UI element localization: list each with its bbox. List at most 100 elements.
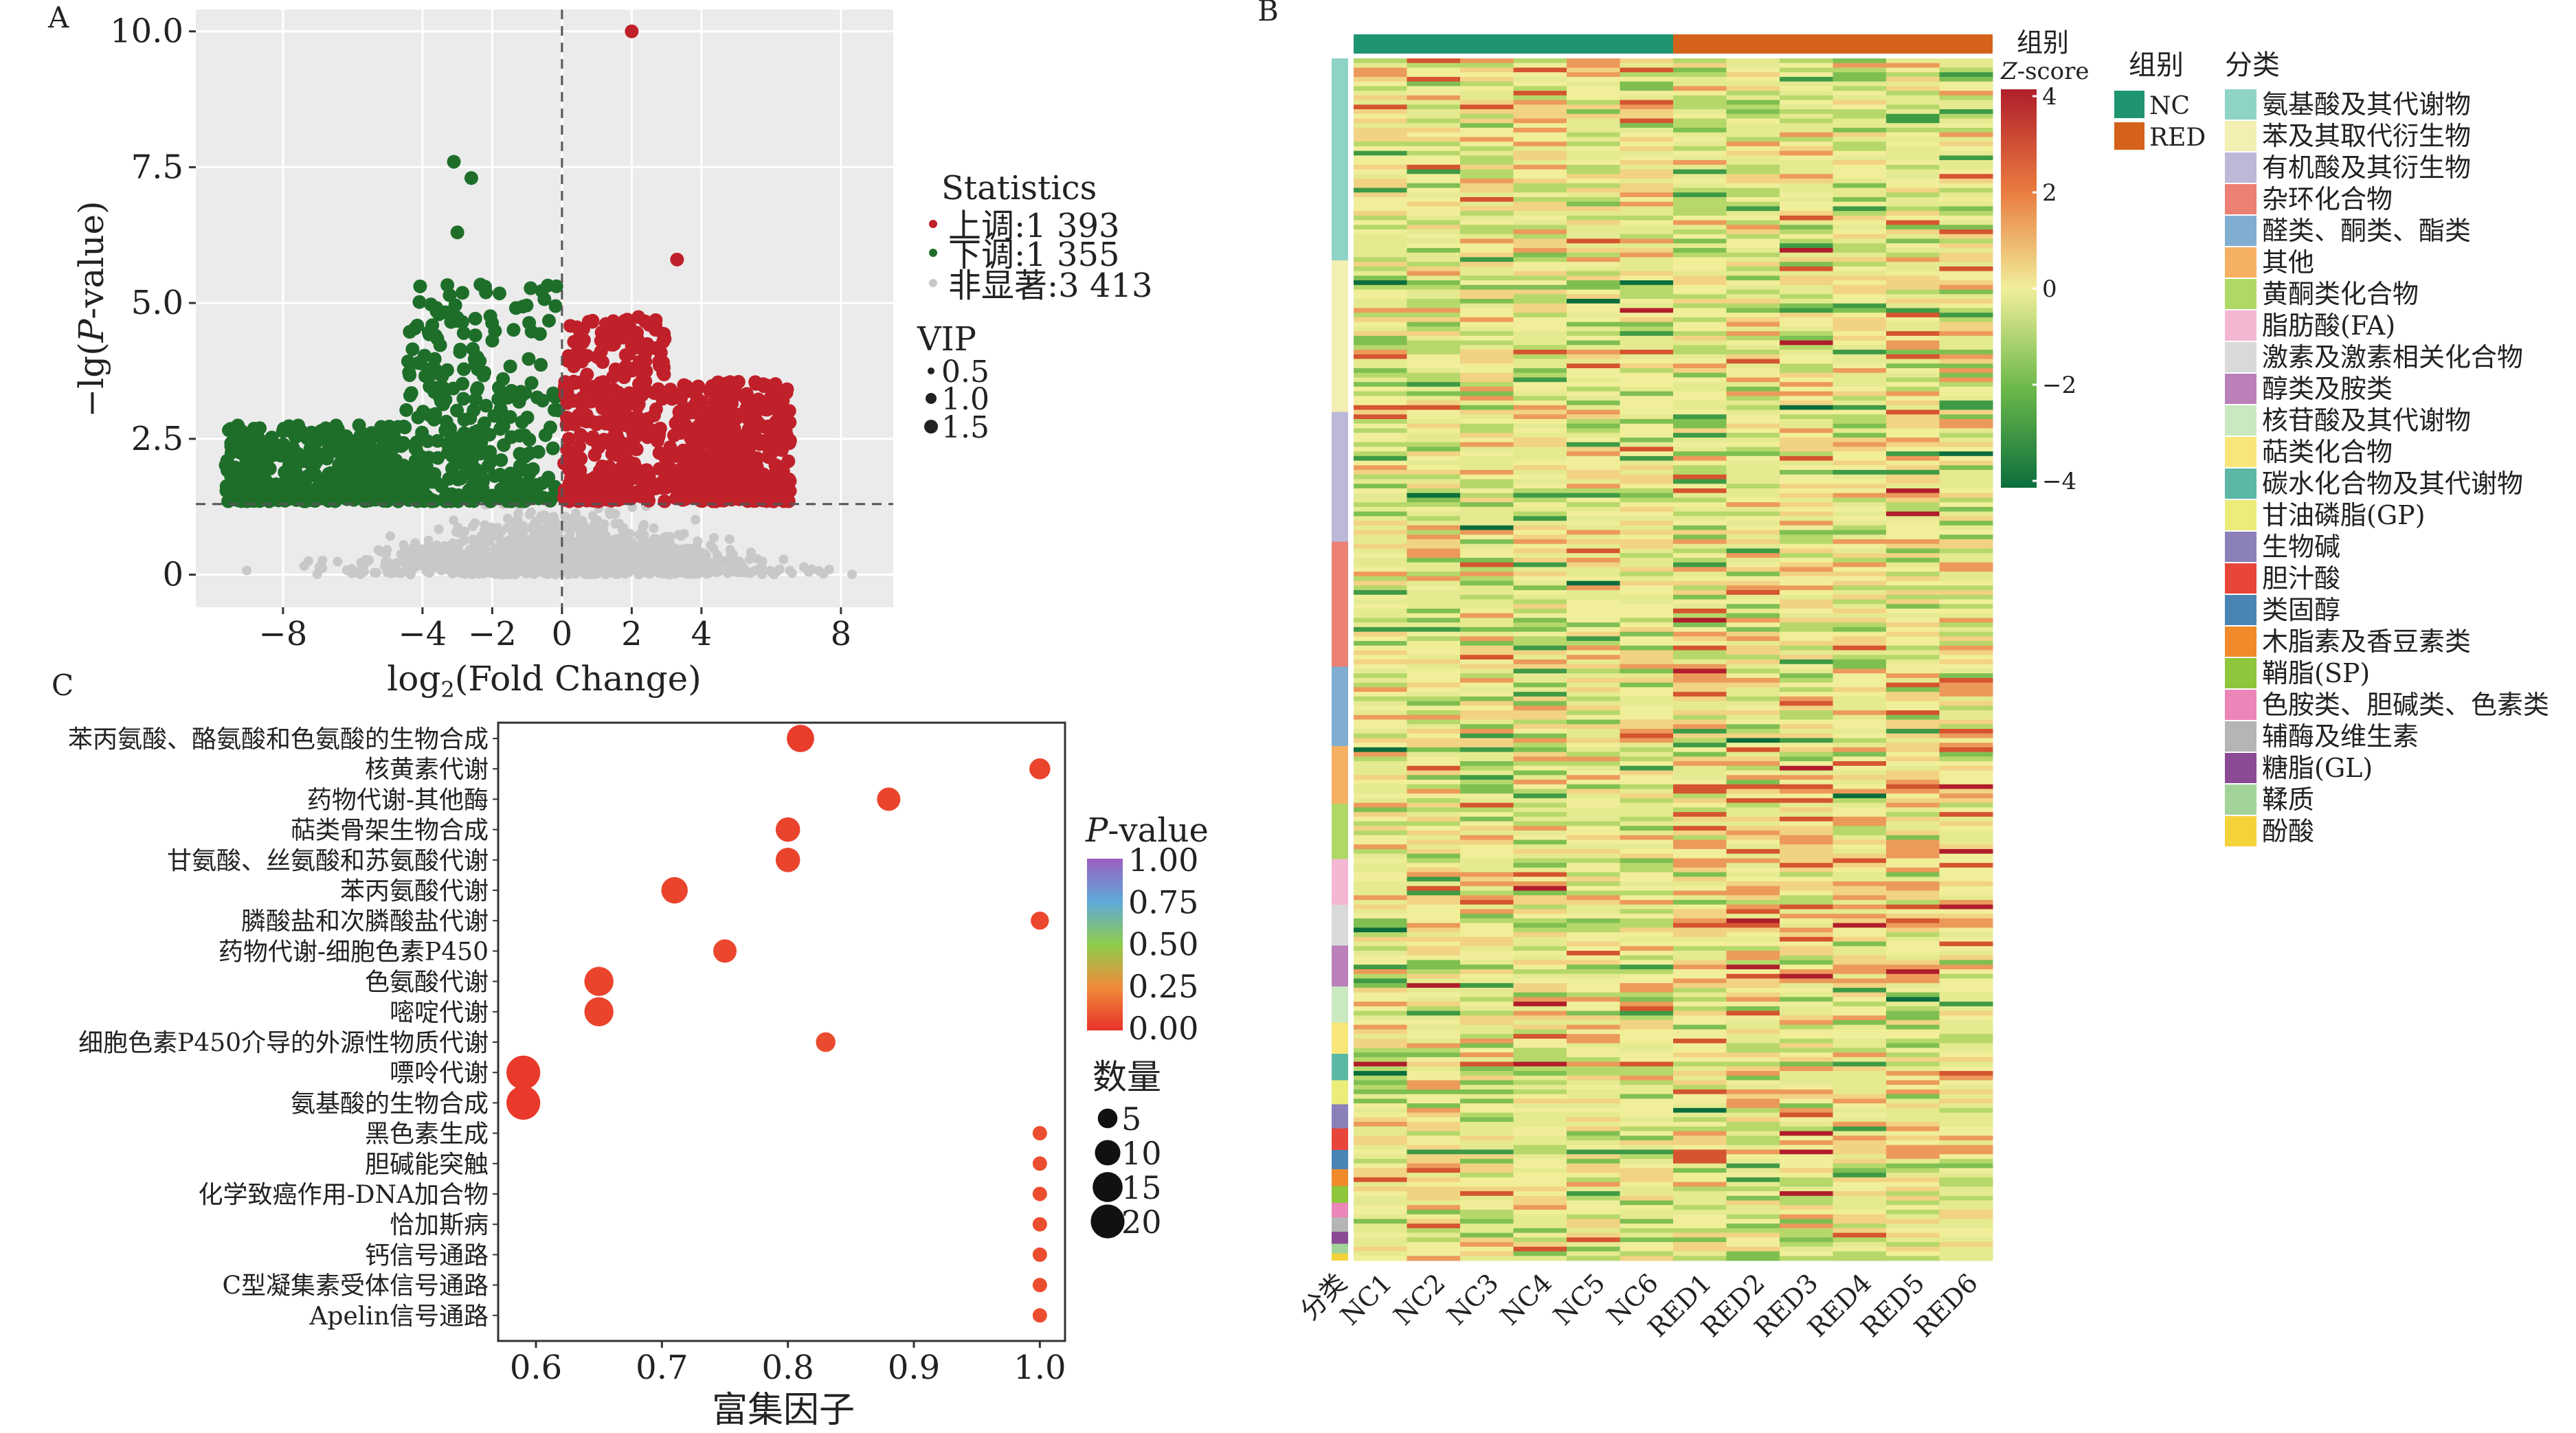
point-ns [787,568,797,578]
heatmap-cell [1726,580,1780,586]
heatmap-cell [1886,580,1940,586]
point-down [441,445,456,460]
point-ns [424,539,434,550]
point-down [428,362,443,376]
vip-dot-0-5 [928,368,934,374]
heatmap-cell [1513,650,1567,655]
point-up [744,410,759,425]
heatmap-cell [1513,631,1567,637]
heatmap-cell [1460,372,1514,378]
heatmap-cell [1833,668,1887,674]
heatmap-cell [1567,303,1620,308]
point-ns [602,550,612,561]
heatmap-cell [1780,368,1833,374]
heatmap-cell [1460,511,1514,517]
heatmap-cell [1726,174,1780,179]
point-up [594,376,608,390]
heatmap-cell [1620,252,1674,258]
heatmap-cell [1567,493,1620,498]
heatmap-cell [1354,479,1407,484]
heatmap-cell [1620,752,1674,757]
heatmap-cell [1460,631,1514,637]
point-up [649,402,663,416]
point-down [391,420,405,434]
heatmap-cell [1833,816,1887,822]
heatmap-cell [1407,493,1461,498]
heatmap-cell [1886,188,1940,193]
heatmap-cell [1673,511,1727,517]
heatmap-cell [1833,169,1887,174]
heatmap-cell [1673,534,1727,540]
heatmap-cell [1673,710,1727,716]
heatmap-cell [1939,363,1993,369]
volcano-x-tick-label: 2 [621,615,642,653]
heatmap-cell [1513,789,1567,794]
heatmap-cell [1726,335,1780,341]
volcano-y-tick-label: 2.5 [131,420,183,458]
heatmap-cell [1620,76,1674,82]
heatmap-cell [1726,164,1780,170]
heatmap-cell [1673,396,1727,401]
heatmap-cell [1460,405,1514,411]
heatmap-cell [1620,321,1674,327]
heatmap-cell [1780,225,1833,230]
heatmap-cell [1939,645,1993,651]
heatmap-cell [1567,225,1620,230]
heatmap-cell [1833,627,1887,633]
heatmap-cell [1513,747,1567,753]
heatmap-cell [1567,123,1620,128]
heatmap-cell [1513,174,1567,179]
heatmap-cell [1939,229,1993,235]
point-ns [604,567,614,577]
heatmap-cell [1780,196,1833,203]
heatmap-cell [1780,543,1833,549]
heatmap-cell [1939,100,1993,105]
heatmap-cell [1833,807,1887,813]
heatmap-cell [1726,622,1780,628]
heatmap-cell [1939,497,1993,503]
heatmap-cell [1513,812,1567,817]
heatmap-cell [1673,350,1727,355]
heatmap-cell [1460,668,1514,674]
heatmap-cell [1620,521,1674,526]
heatmap-cell [1673,451,1727,457]
point-down [326,422,341,436]
point-up [652,354,667,369]
heatmap-cell [1833,659,1887,665]
heatmap-cell [1354,572,1407,577]
heatmap-cell [1886,63,1940,68]
heatmap-cell [1939,455,1993,462]
heatmap-cell [1460,770,1514,776]
point-ns [752,554,763,564]
heatmap-cell [1939,104,1993,110]
heatmap-cell [1407,354,1461,359]
heatmap-cell [1407,132,1461,137]
point-down [429,301,444,315]
heatmap-cell [1886,780,1940,785]
heatmap-cell [1407,229,1461,235]
heatmap-cell [1833,594,1887,600]
heatmap-cell [1354,271,1407,276]
heatmap-cell [1939,743,1993,748]
heatmap-cell [1939,659,1993,665]
point-up [622,347,636,361]
heatmap-cell [1726,793,1780,799]
heatmap-cell [1354,289,1407,295]
point-down [485,316,500,330]
heatmap-cell [1939,572,1993,577]
heatmap-cell [1460,164,1514,170]
heatmap-cell [1886,377,1940,383]
heatmap-cell [1354,821,1407,826]
heatmap-cell [1567,682,1620,688]
heatmap-cell [1726,506,1780,512]
point-down [347,475,361,489]
point-down [348,455,362,469]
heatmap-cell [1460,150,1514,156]
heatmap-cell [1780,765,1833,771]
heatmap-cell [1460,409,1514,415]
heatmap-cell [1939,580,1993,586]
heatmap-cell [1673,123,1727,128]
heatmap-cell [1513,179,1567,184]
heatmap-cell [1780,770,1833,776]
heatmap-cell [1407,502,1461,508]
